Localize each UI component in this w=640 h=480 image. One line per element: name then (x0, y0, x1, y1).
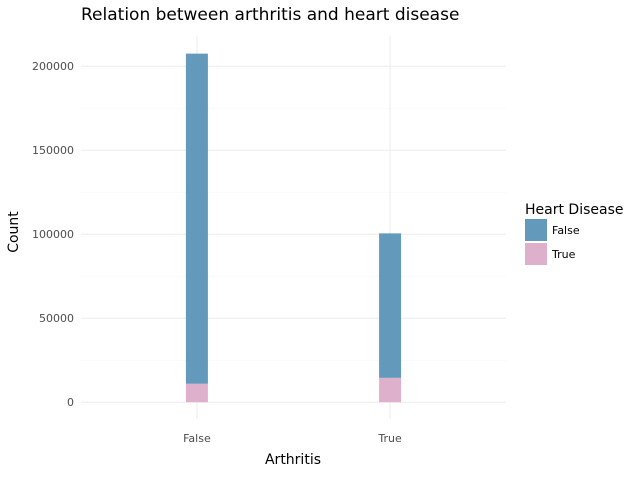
y-tick-label: 150000 (32, 144, 74, 157)
y-tick-label: 200000 (32, 60, 74, 73)
legend: Heart Disease False True (525, 202, 623, 265)
legend-title: Heart Disease (525, 202, 623, 218)
bar-false-heart-disease-true (185, 383, 208, 403)
y-axis-title: Count (6, 211, 22, 253)
bar-true-heart-disease-false (379, 233, 402, 378)
legend-label-false: False (552, 224, 580, 237)
bars (185, 53, 402, 403)
legend-label-true: True (551, 248, 576, 261)
legend-swatch-false (525, 219, 547, 241)
legend-items: False True (525, 219, 580, 265)
x-axis-title: Arthritis (265, 452, 321, 468)
y-axis-ticks: 0 50000 100000 150000 200000 (32, 60, 74, 409)
y-tick-label: 50000 (39, 312, 74, 325)
x-tick-label: False (183, 432, 211, 445)
bar-true-heart-disease-true (379, 377, 402, 403)
bar-false-heart-disease-false (185, 53, 208, 384)
x-tick-label: True (377, 432, 402, 445)
x-axis-ticks: False True (183, 432, 402, 445)
chart-title: Relation between arthritis and heart dis… (81, 5, 459, 25)
legend-swatch-true (525, 243, 547, 265)
y-tick-label: 100000 (32, 228, 74, 241)
grid (81, 36, 506, 419)
y-tick-label: 0 (67, 396, 74, 409)
